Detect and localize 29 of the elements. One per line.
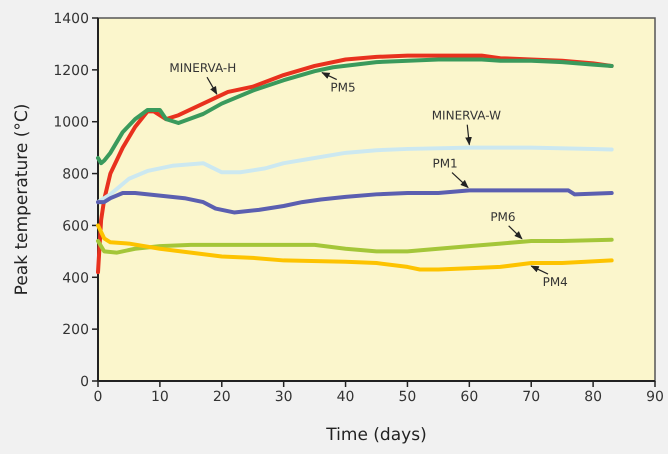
x-tick-label: 20 (212, 389, 231, 405)
x-tick-label: 60 (460, 389, 478, 405)
y-tick-label: 200 (62, 322, 89, 338)
series-label: PM4 (542, 275, 568, 290)
line-series (96, 57, 614, 166)
y-tick-label: 1000 (53, 114, 89, 131)
x-tick-label: 70 (522, 389, 540, 405)
y-tick-label: 600 (62, 218, 89, 234)
series-label: PM5 (330, 80, 356, 95)
y-tick-label: 1200 (53, 62, 89, 79)
y-axis-title: Peak temperature (°C) (12, 104, 32, 296)
line-series (96, 238, 614, 255)
text: MINERVA-W (432, 108, 502, 123)
series-label: PM1 (432, 156, 458, 171)
y-tick-label: 400 (62, 270, 89, 286)
x-tick-label: 90 (646, 389, 664, 405)
x-tick-label: 10 (150, 389, 169, 405)
y-tick-label: 0 (80, 374, 89, 390)
x-tick-label: 0 (94, 389, 102, 405)
y-tick-label: 1400 (53, 11, 89, 27)
y-tick-label: 800 (62, 166, 89, 183)
x-tick-label: 80 (584, 389, 602, 405)
x-tick-label: 40 (336, 389, 354, 405)
x-tick-label: 30 (274, 389, 293, 405)
series-label: PM6 (490, 210, 516, 224)
x-axis-title: Time (days) (325, 425, 427, 445)
x-tick-label: 50 (398, 389, 416, 405)
series-label: MINERVA-H (169, 61, 236, 76)
line-series (96, 223, 614, 272)
